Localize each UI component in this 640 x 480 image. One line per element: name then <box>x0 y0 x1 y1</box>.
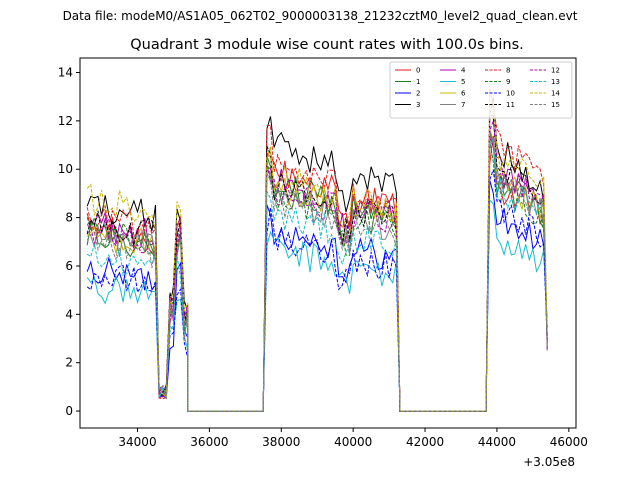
series-line-15 <box>86 137 548 412</box>
x-tick-label: 46000 <box>550 435 588 449</box>
legend-label-11: 11 <box>506 101 515 109</box>
y-tick-label: 6 <box>65 259 73 273</box>
x-offset-label: +3.05e8 <box>523 455 575 469</box>
y-tick-label: 10 <box>58 162 73 176</box>
series-line-10 <box>86 169 548 412</box>
y-tick-label: 8 <box>65 211 73 225</box>
x-tick-label: 44000 <box>478 435 516 449</box>
plot-area <box>86 88 548 412</box>
legend-label-5: 5 <box>461 78 465 86</box>
y-tick-label: 14 <box>58 66 73 80</box>
series-line-9 <box>86 140 548 412</box>
legend-label-2: 2 <box>416 90 420 98</box>
x-tick-label: 40000 <box>334 435 372 449</box>
series-line-2 <box>86 180 548 412</box>
axes: 34000 36000 38000 40000 42000 44000 46000 0 2 4 6 8… <box>58 57 588 449</box>
chart-title: Quadrant 3 module wise count rates with … <box>130 37 524 53</box>
legend-label-10: 10 <box>506 90 515 98</box>
legend-label-7: 7 <box>461 101 465 109</box>
x-tick-label: 38000 <box>262 435 300 449</box>
series-line-5 <box>86 198 548 412</box>
series-line-12 <box>87 121 548 412</box>
legend-label-4: 4 <box>461 67 466 75</box>
legend-label-3: 3 <box>416 101 420 109</box>
legend-label-15: 15 <box>551 101 560 109</box>
legend-label-6: 6 <box>461 90 466 98</box>
legend-label-14: 14 <box>551 90 560 98</box>
series-line-14 <box>86 101 548 412</box>
y-tick-label: 4 <box>65 307 73 321</box>
series-line-13 <box>86 136 548 412</box>
legend-label-1: 1 <box>416 78 420 86</box>
x-tick-label: 36000 <box>190 435 228 449</box>
y-tick-label: 0 <box>65 404 73 418</box>
legend-label-9: 9 <box>506 78 510 86</box>
legend-box <box>389 61 573 119</box>
plot-frame <box>79 57 577 429</box>
legend-label-12: 12 <box>551 67 560 75</box>
chart-suptitle: Data file: modeM0/AS1A05_062T02_90000031… <box>63 9 578 23</box>
x-tick-label: 42000 <box>406 435 444 449</box>
legend-label-0: 0 <box>416 67 420 75</box>
legend-label-13: 13 <box>551 78 560 86</box>
x-tick-label: 34000 <box>118 435 156 449</box>
legend-label-8: 8 <box>506 67 510 75</box>
y-tick-label: 2 <box>65 356 73 370</box>
y-tick-label: 12 <box>58 114 73 128</box>
